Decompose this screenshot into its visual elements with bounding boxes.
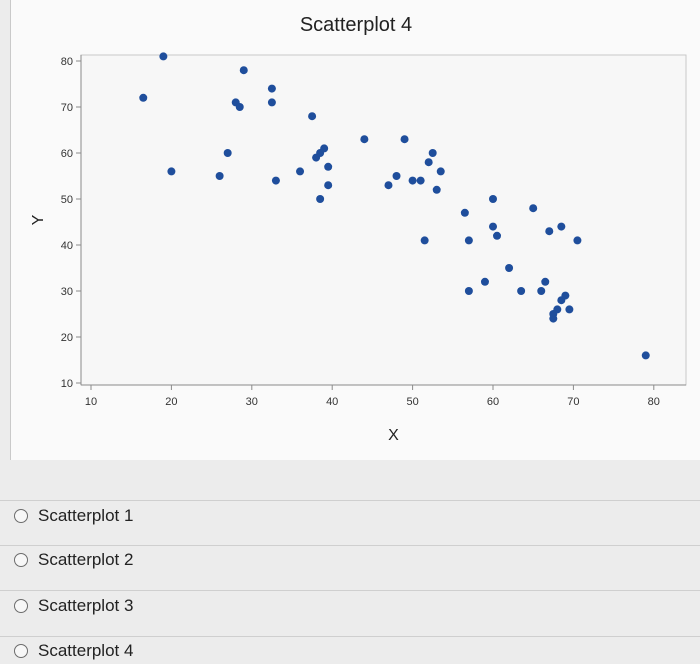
data-point <box>545 227 554 236</box>
data-point <box>464 236 473 245</box>
x-tick-label: 50 <box>406 396 418 408</box>
divider <box>0 545 700 546</box>
x-tick-label: 30 <box>246 396 258 408</box>
data-point <box>392 172 401 180</box>
radio-icon[interactable] <box>14 509 28 523</box>
data-point <box>296 167 305 176</box>
data-point <box>408 176 417 185</box>
plot-frame <box>80 54 687 386</box>
option-scatterplot-2[interactable]: Scatterplot 2 <box>14 550 133 570</box>
data-point <box>235 103 244 111</box>
divider <box>0 636 700 637</box>
data-point <box>489 195 497 203</box>
y-tick-label: 20 <box>61 332 73 344</box>
x-tick-label: 80 <box>648 396 660 408</box>
data-point <box>573 236 582 245</box>
y-tick-label: 40 <box>61 240 73 252</box>
data-point <box>239 66 248 75</box>
data-point <box>324 162 333 171</box>
data-point <box>493 231 502 240</box>
data-point <box>167 167 176 176</box>
chart-title: Scatterplot 4 <box>299 14 413 36</box>
data-point <box>316 195 325 203</box>
data-point <box>549 314 558 323</box>
data-point <box>267 84 276 93</box>
option-label: Scatterplot 1 <box>38 506 134 525</box>
y-tick-label: 60 <box>61 148 73 160</box>
data-point <box>400 135 409 144</box>
data-point <box>416 176 425 185</box>
data-point <box>464 287 473 295</box>
data-point <box>529 204 538 213</box>
y-tick-label: 10 <box>61 378 73 390</box>
data-point <box>489 222 497 231</box>
data-point <box>557 222 566 231</box>
option-label: Scatterplot 2 <box>38 550 134 569</box>
data-point <box>517 287 526 295</box>
data-point <box>360 135 369 144</box>
radio-icon[interactable] <box>14 644 28 658</box>
data-point <box>324 181 333 190</box>
data-point <box>641 351 650 360</box>
x-tick-label: 40 <box>326 396 338 408</box>
data-point <box>223 149 232 157</box>
x-tick-label: 20 <box>165 396 177 408</box>
data-point <box>553 305 562 314</box>
data-point <box>561 291 570 300</box>
option-scatterplot-1[interactable]: Scatterplot 1 <box>14 506 133 526</box>
data-point <box>420 236 429 245</box>
data-point <box>565 305 574 314</box>
chart-figure: Scatterplot 4 10 20 30 40 50 60 70 80 10 20 30 40 50… <box>10 0 700 460</box>
option-scatterplot-4[interactable]: Scatterplot 4 <box>14 641 133 661</box>
data-point <box>139 93 148 102</box>
option-scatterplot-3[interactable]: Scatterplot 3 <box>14 596 133 616</box>
data-point <box>267 98 276 107</box>
x-tick-label: 60 <box>487 396 499 408</box>
radio-icon[interactable] <box>14 599 28 613</box>
divider <box>0 500 700 501</box>
data-point <box>432 185 441 194</box>
data-point <box>541 277 550 286</box>
data-point <box>428 149 437 157</box>
data-point <box>436 167 445 176</box>
data-point <box>537 287 546 295</box>
radio-icon[interactable] <box>14 553 28 567</box>
option-label: Scatterplot 4 <box>38 641 134 660</box>
data-point <box>320 144 329 153</box>
y-tick-label: 80 <box>61 56 73 68</box>
scatter-plot: 10 20 30 40 50 60 70 80 10 20 30 40 50 60 70 80 X Y <box>30 52 687 444</box>
divider <box>0 590 700 591</box>
data-point <box>480 277 489 286</box>
y-tick-label: 30 <box>61 286 73 298</box>
y-tick-label: 50 <box>61 194 73 206</box>
data-point <box>308 112 317 121</box>
data-point <box>215 172 224 180</box>
data-point <box>271 176 280 185</box>
x-tick-label: 10 <box>85 396 97 408</box>
data-point <box>424 158 433 167</box>
data-point <box>159 52 168 61</box>
x-axis-label: X <box>388 427 399 444</box>
data-point <box>384 181 393 190</box>
data-point <box>505 264 514 272</box>
option-label: Scatterplot 3 <box>38 596 134 615</box>
data-point <box>460 208 469 217</box>
y-tick-label: 70 <box>61 102 73 114</box>
x-tick-label: 70 <box>567 396 579 408</box>
y-axis-label: Y <box>30 214 47 225</box>
